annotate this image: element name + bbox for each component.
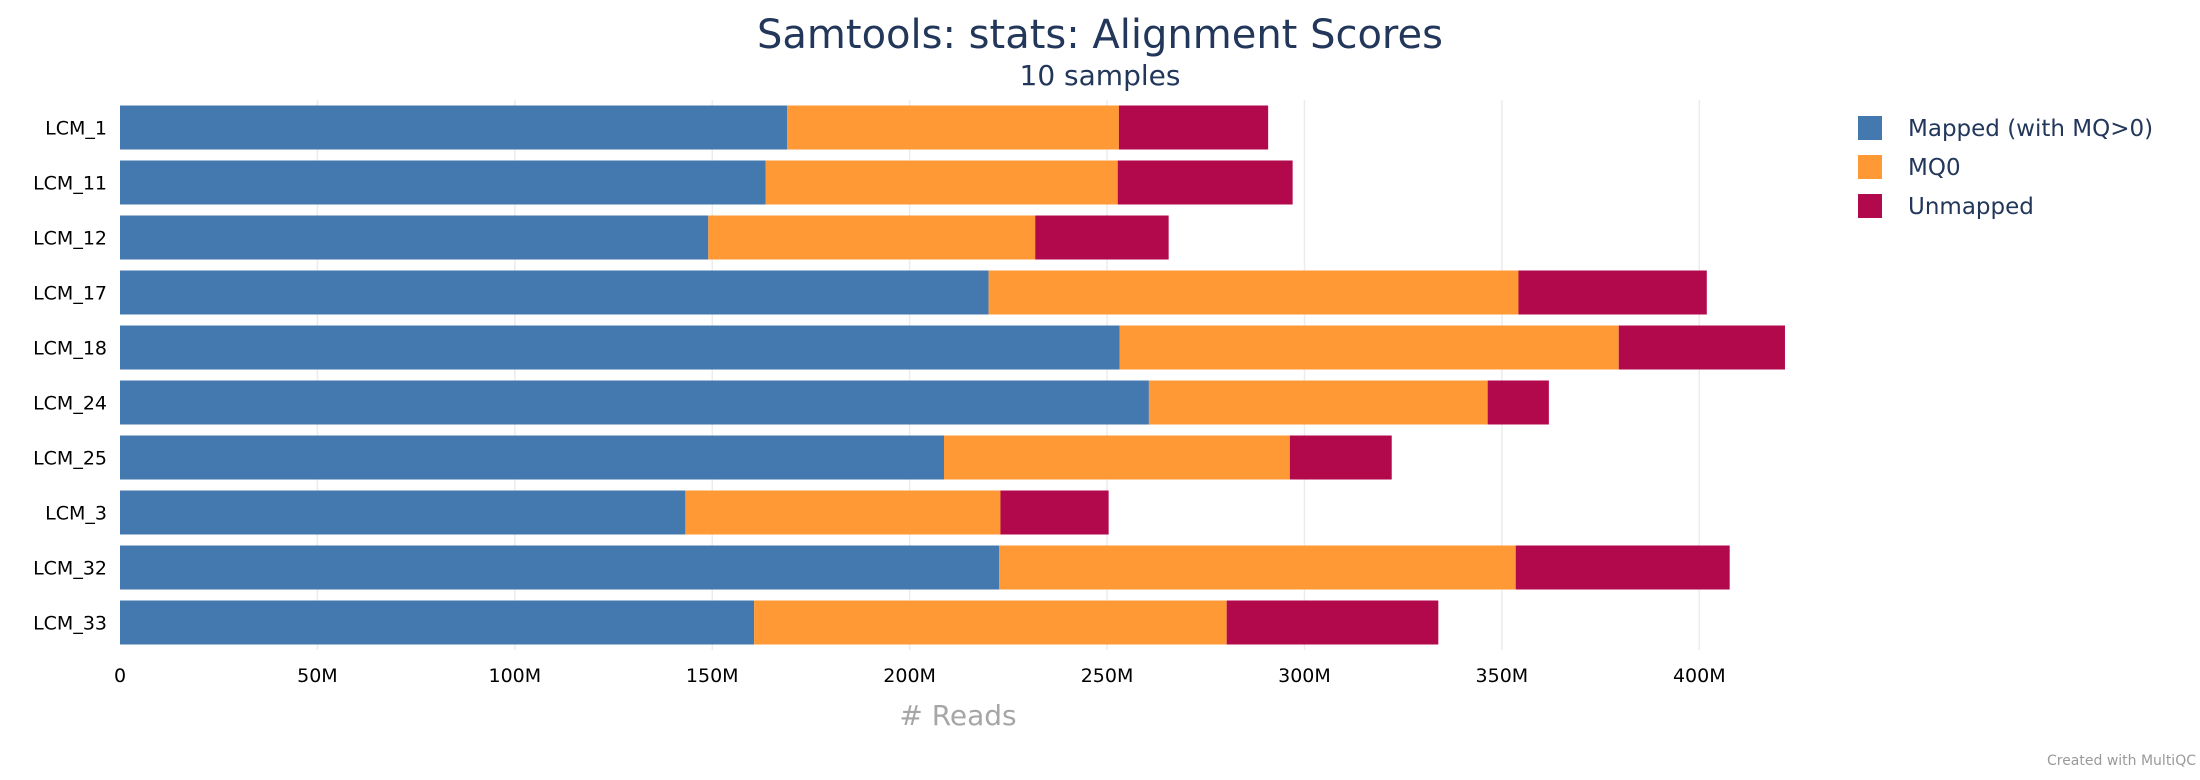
bar-segment xyxy=(1000,490,1109,535)
chart-title: Samtools: stats: Alignment Scores xyxy=(757,12,1443,58)
bar-segment xyxy=(120,545,1000,590)
bar-segment xyxy=(1518,270,1707,315)
x-tick-labels: 0 50M 100M 150M 200M 250M 300M 350M 400M xyxy=(114,665,1726,687)
bar-segment xyxy=(120,325,1120,370)
bar-segment xyxy=(120,105,788,150)
legend-swatch xyxy=(1858,194,1882,218)
legend-label: Unmapped xyxy=(1908,194,2034,220)
x-tick-label: 350M xyxy=(1476,665,1529,687)
category-label: LCM_32 xyxy=(33,558,107,580)
bar-segment xyxy=(120,600,755,645)
legend-label: MQ0 xyxy=(1908,155,1961,181)
category-label: LCM_3 xyxy=(45,503,107,525)
bar-segment xyxy=(1618,325,1785,370)
bar-segment xyxy=(943,435,1290,480)
bar-segment xyxy=(1148,380,1488,425)
bar-segment xyxy=(754,600,1227,645)
bar-segment xyxy=(120,490,686,535)
bar-segment xyxy=(685,490,1001,535)
bars xyxy=(120,105,1785,645)
bar-segment xyxy=(1117,160,1293,205)
x-tick-label: 200M xyxy=(883,665,936,687)
chart-subtitle: 10 samples xyxy=(1020,59,1181,92)
x-tick-label: 50M xyxy=(297,665,338,687)
legend-swatch xyxy=(1858,155,1882,179)
bar-segment xyxy=(120,270,989,315)
x-tick-label: 100M xyxy=(488,665,541,687)
category-label: LCM_17 xyxy=(33,283,107,305)
bar-segment xyxy=(1289,435,1392,480)
x-tick-label: 250M xyxy=(1081,665,1134,687)
bar-segment xyxy=(120,435,944,480)
bar-segment xyxy=(1515,545,1730,590)
x-tick-label: 0 xyxy=(114,665,126,687)
category-label: LCM_25 xyxy=(33,448,107,470)
bar-segment xyxy=(999,545,1516,590)
category-label: LCM_1 xyxy=(45,118,107,140)
bar-segment xyxy=(988,270,1519,315)
bar-segment xyxy=(1226,600,1439,645)
legend-label: Mapped (with MQ>0) xyxy=(1908,116,2153,142)
legend-swatch xyxy=(1858,116,1882,140)
credit-text: Created with MultiQC xyxy=(2047,753,2196,769)
bar-segment xyxy=(120,215,709,260)
category-labels: LCM_1 LCM_11 LCM_12 LCM_17 LCM_18 LCM_24 LCM_2… xyxy=(33,118,107,635)
category-label: LCM_18 xyxy=(33,338,107,360)
bar-segment xyxy=(120,160,766,205)
bar-segment xyxy=(1035,215,1169,260)
x-tick-label: 300M xyxy=(1278,665,1331,687)
x-tick-label: 400M xyxy=(1673,665,1726,687)
x-axis-title: # Reads xyxy=(899,699,1016,732)
category-label: LCM_24 xyxy=(33,393,107,415)
bar-segment xyxy=(708,215,1036,260)
legend: Mapped (with MQ>0) MQ0 Unmapped xyxy=(1858,116,2153,220)
bar-segment xyxy=(1119,325,1619,370)
bar-segment xyxy=(1118,105,1269,150)
bar-segment xyxy=(787,105,1119,150)
category-label: LCM_12 xyxy=(33,228,107,250)
bar-segment xyxy=(765,160,1118,205)
bar-segment xyxy=(120,380,1149,425)
category-label: LCM_33 xyxy=(33,613,107,635)
x-tick-label: 150M xyxy=(686,665,739,687)
bar-segment xyxy=(1487,380,1549,425)
category-label: LCM_11 xyxy=(33,173,107,195)
